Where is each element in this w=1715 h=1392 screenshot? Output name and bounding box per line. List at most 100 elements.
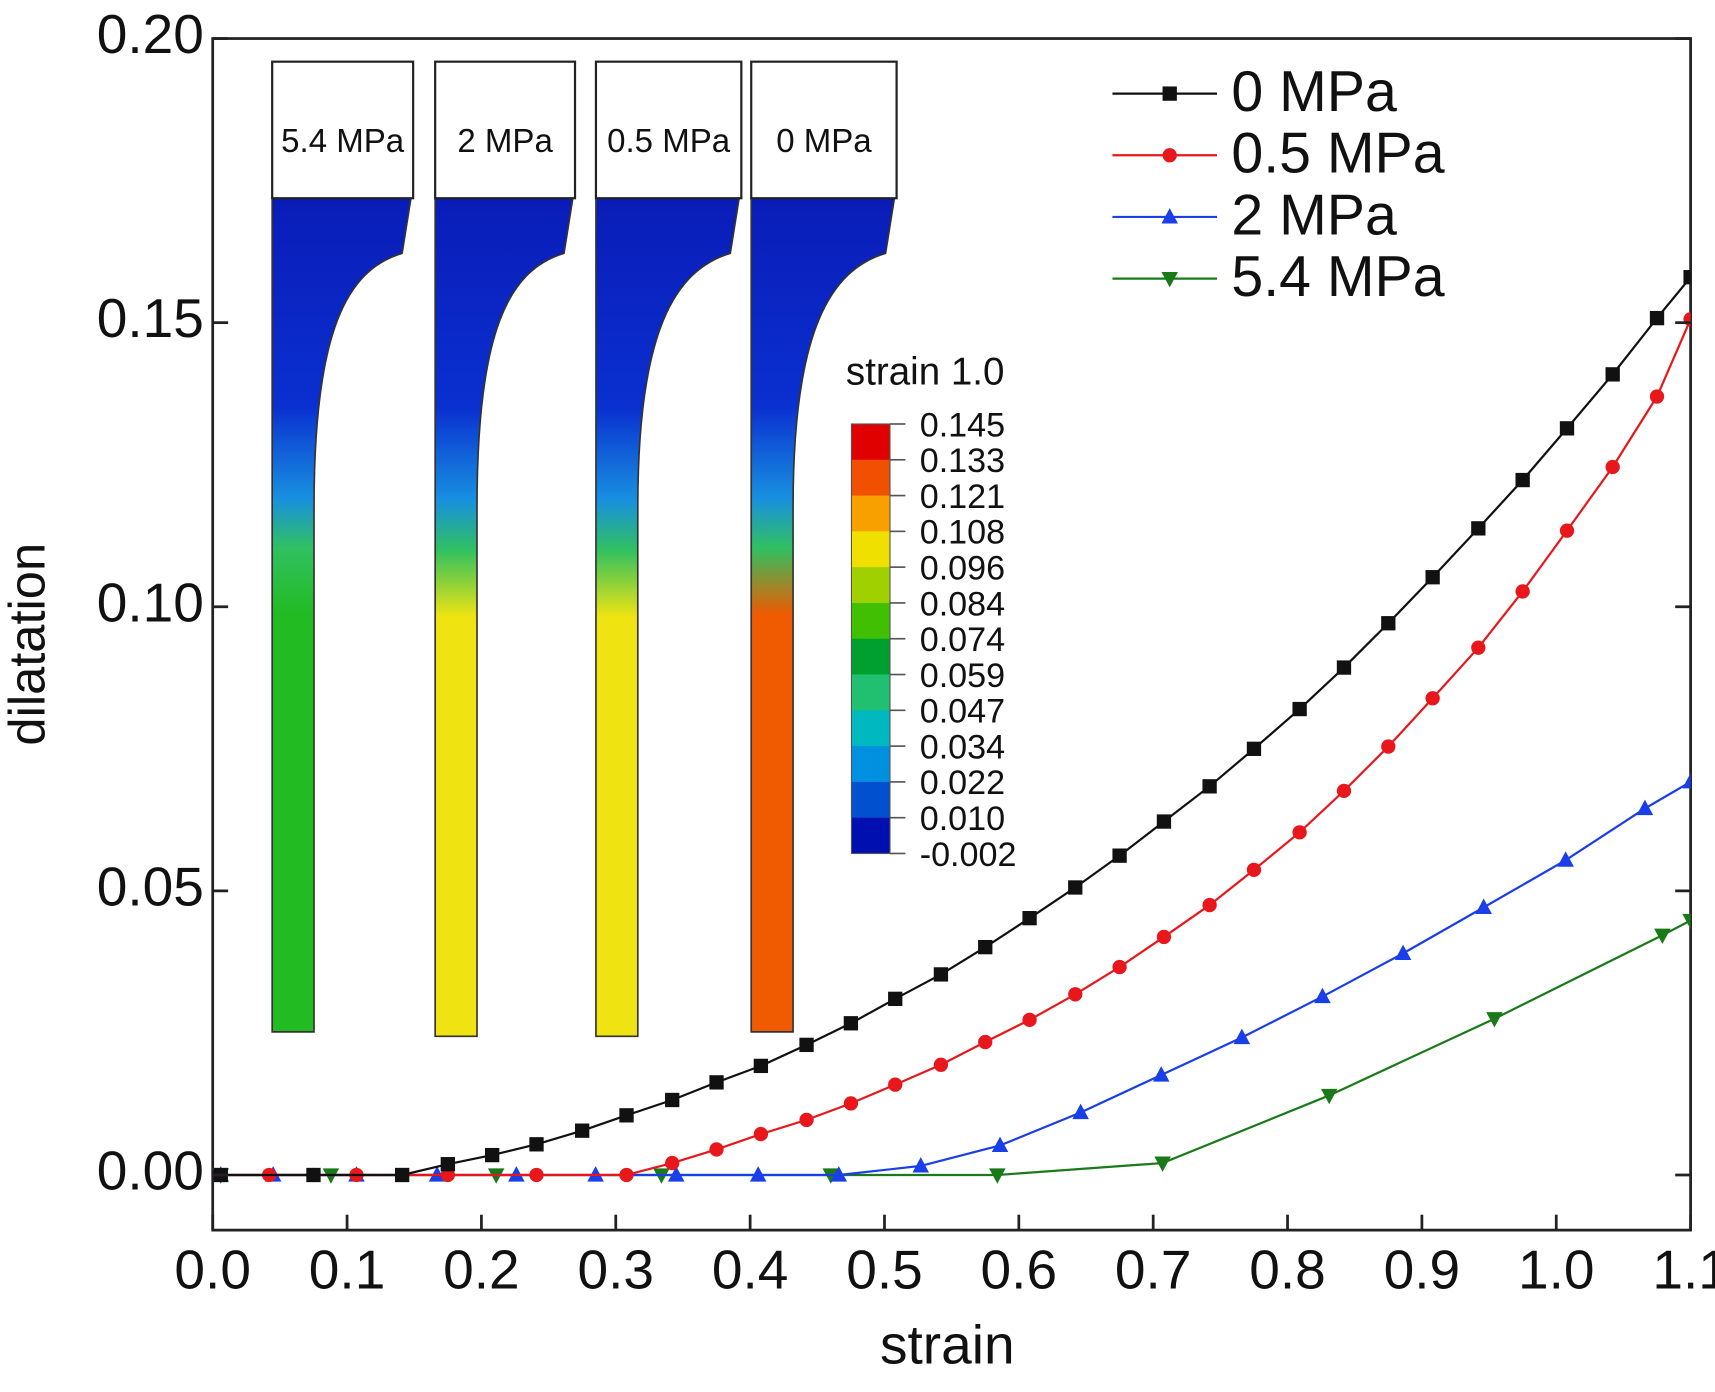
- y-tick-label: 0.15: [97, 287, 204, 349]
- marker: [1161, 208, 1178, 224]
- inset-header: [594, 60, 743, 200]
- marker: [1292, 825, 1307, 840]
- inset-specimen: [434, 197, 574, 1038]
- marker: [1152, 1066, 1170, 1082]
- marker: [1314, 987, 1331, 1004]
- colorbar-band: [851, 423, 890, 461]
- colorbar-tick-label: 0.145: [920, 406, 1005, 444]
- marker: [1156, 929, 1172, 945]
- colorbar-band: [851, 459, 890, 497]
- marker: [1682, 772, 1691, 789]
- x-tick-label: 0.3: [578, 1239, 655, 1301]
- x-tick-label: 0.7: [1115, 1239, 1192, 1301]
- marker: [1336, 660, 1352, 675]
- colorbar: strain 1.0 0.1450.1330.1210.1080.0960.08…: [846, 351, 1017, 874]
- marker: [529, 1167, 544, 1183]
- colorbar-tick-label: 0.108: [920, 514, 1005, 552]
- colorbar-band: [851, 495, 890, 532]
- colorbar-band: [851, 638, 890, 676]
- marker: [440, 1157, 455, 1172]
- marker: [394, 1167, 410, 1183]
- marker: [1515, 584, 1530, 599]
- marker: [753, 1126, 769, 1142]
- inset-header: [434, 60, 577, 200]
- colorbar-tick-label: 0.022: [920, 764, 1005, 802]
- marker: [1515, 472, 1530, 488]
- marker: [440, 1167, 455, 1183]
- x-tick-label: 0.6: [981, 1239, 1058, 1301]
- marker: [667, 1166, 685, 1182]
- legend-label: 5.4 MPa: [1231, 245, 1444, 309]
- y-axis-label: dilatation: [0, 543, 55, 746]
- marker: [1246, 862, 1262, 878]
- marker: [1471, 521, 1486, 536]
- inset-specimen: [271, 197, 412, 1033]
- marker: [1162, 86, 1177, 101]
- marker: [1605, 367, 1620, 382]
- marker: [665, 1155, 680, 1171]
- marker: [1068, 880, 1083, 895]
- x-tick-label: 0.8: [1249, 1239, 1326, 1301]
- marker: [1161, 272, 1178, 288]
- marker: [749, 1166, 767, 1182]
- y-tick-label: 0.20: [97, 3, 204, 65]
- colorbar-tick-label: 0.074: [920, 621, 1005, 659]
- marker: [1320, 1088, 1338, 1105]
- x-tick-label: 0.9: [1384, 1239, 1461, 1301]
- marker: [1068, 987, 1083, 1002]
- legend-label: 0.5 MPa: [1231, 122, 1444, 186]
- inset-label: 5.4 MPa: [281, 122, 405, 159]
- marker: [619, 1167, 634, 1183]
- inset-specimen: [595, 197, 741, 1038]
- marker: [1683, 270, 1691, 285]
- colorbar-tick-label: 0.084: [920, 585, 1005, 623]
- colorbar-band: [851, 674, 890, 711]
- y-tick-label: 0.00: [97, 1140, 204, 1202]
- marker: [830, 1166, 848, 1182]
- marker: [709, 1142, 724, 1157]
- marker: [843, 1096, 859, 1111]
- marker: [978, 1034, 993, 1050]
- marker: [619, 1108, 634, 1123]
- colorbar-tick-label: 0.133: [920, 442, 1005, 480]
- marker: [1557, 851, 1574, 867]
- colorbar-band: [851, 710, 890, 747]
- x-tick-label: 0.2: [443, 1239, 520, 1301]
- colorbar-band: [851, 817, 890, 855]
- inset-label: 0 MPa: [776, 122, 872, 159]
- marker: [709, 1075, 724, 1090]
- marker: [1682, 913, 1691, 930]
- inset-label: 2 MPa: [457, 122, 553, 159]
- colorbar-tick-label: 0.010: [920, 800, 1005, 838]
- marker: [1381, 739, 1396, 754]
- legend-label: 0 MPa: [1231, 60, 1397, 124]
- marker: [1072, 1103, 1089, 1120]
- x-tick-label: 0.5: [846, 1239, 923, 1301]
- y-tick-label: 0.05: [97, 855, 204, 917]
- x-tick-label: 0.1: [309, 1239, 386, 1301]
- marker: [933, 967, 949, 982]
- legend-label: 2 MPa: [1231, 183, 1397, 247]
- colorbar-tick-label: -0.002: [920, 836, 1017, 874]
- marker: [306, 1167, 321, 1183]
- marker: [1246, 741, 1262, 756]
- colorbar-tick-label: 0.096: [920, 549, 1005, 587]
- marker: [529, 1137, 544, 1152]
- colorbar-band: [851, 781, 890, 819]
- marker: [1336, 783, 1352, 799]
- marker: [1233, 1028, 1251, 1045]
- marker: [1112, 848, 1127, 863]
- marker: [933, 1057, 949, 1072]
- inset-label: 0.5 MPa: [607, 122, 731, 159]
- marker: [978, 939, 993, 955]
- marker: [989, 1168, 1006, 1184]
- marker: [888, 991, 903, 1007]
- inset-header: [271, 60, 415, 200]
- marker: [1425, 570, 1440, 585]
- colorbar-tick-label: 0.059: [920, 657, 1005, 695]
- marker: [799, 1037, 814, 1053]
- plot-frame: [211, 37, 1692, 1232]
- marker: [1649, 310, 1665, 326]
- colorbar-tick-label: 0.121: [920, 478, 1005, 516]
